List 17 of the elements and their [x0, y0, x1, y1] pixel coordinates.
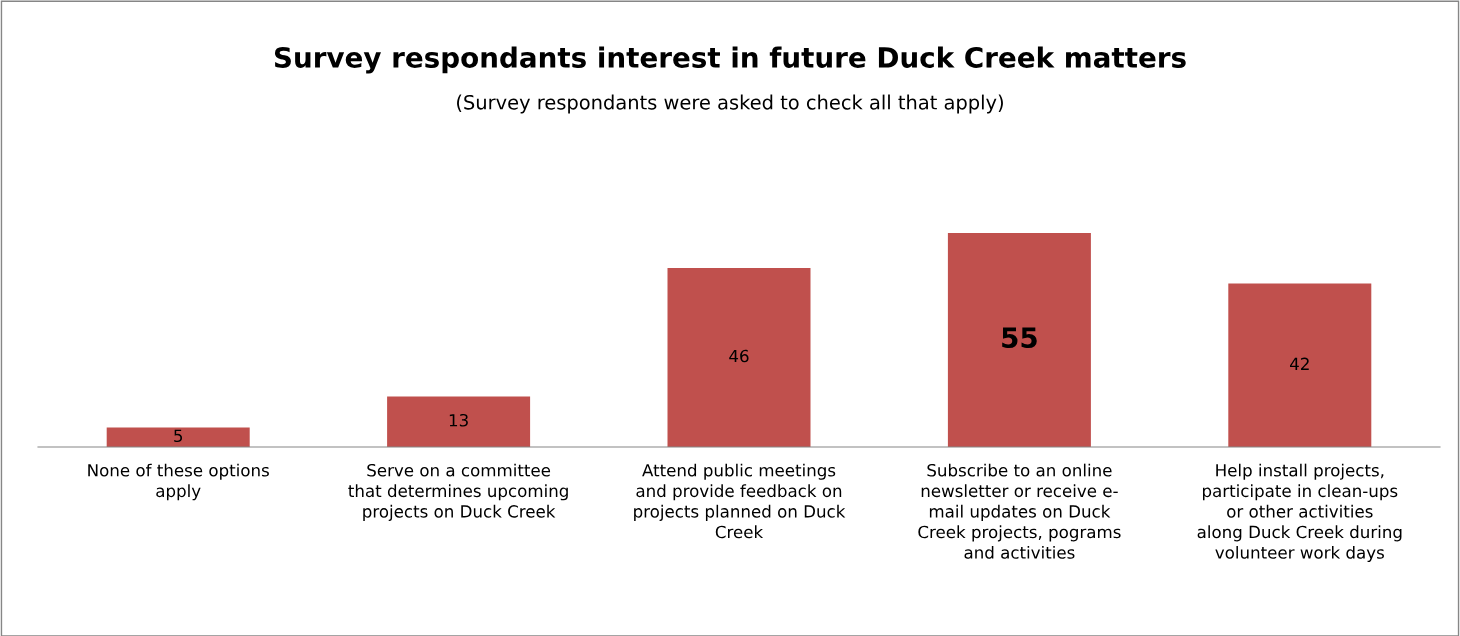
data-label: 5 [174, 429, 183, 443]
data-label: 46 [729, 349, 749, 363]
x-tick-label: Subscribe to an online newsletter or receive e-mail updates on Duck Creek projects, pograms and activities [918, 463, 1121, 559]
x-tick-label: Help install projects, participate in clean-ups or other activities along Duck Creek during volunteer work days [1197, 463, 1402, 563]
bar [387, 396, 531, 447]
data-label: 13 [449, 413, 468, 427]
x-tick-label: None of these options apply [88, 463, 269, 501]
bar [947, 233, 1091, 447]
chart-title: Survey respondants interest in future Duck Creek matters [274, 46, 1186, 74]
chart-subtitle: (Survey respondants were asked to check all that apply) [457, 94, 1003, 114]
bar [106, 427, 250, 447]
bar [1228, 283, 1372, 447]
data-label: 55 [1002, 327, 1037, 349]
data-label: 42 [1290, 357, 1309, 370]
x-tick-label: Serve on a committee that determines upcoming projects on Duck Creek [348, 463, 568, 521]
bar [667, 268, 811, 447]
x-tick-label: Attend public meetings and provide feedback on projects planned on Duck Creek [634, 463, 846, 539]
